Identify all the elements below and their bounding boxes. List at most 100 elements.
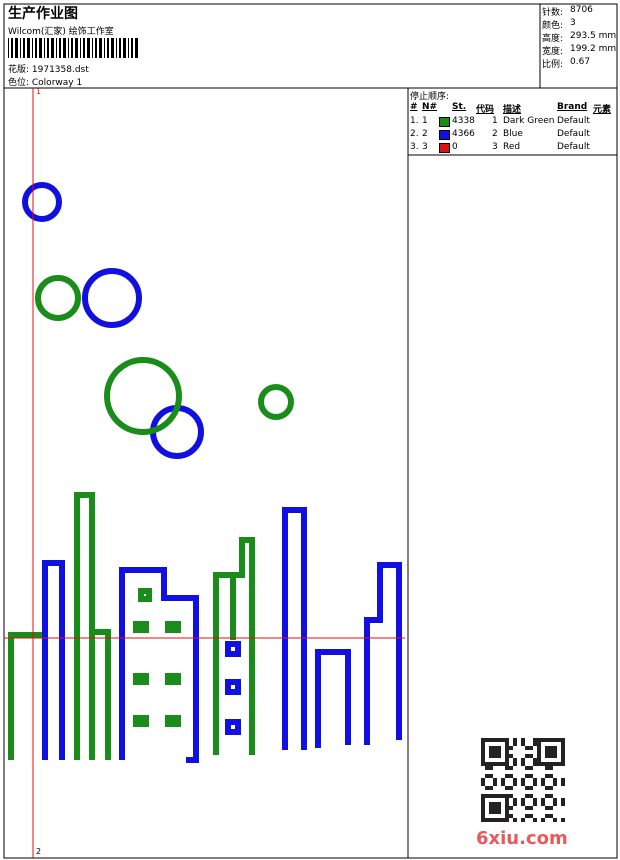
qr-cell: [481, 746, 485, 750]
qr-cell: [513, 798, 517, 802]
qr-cell: [533, 782, 537, 786]
text: 颜色:: [542, 21, 564, 31]
bar: [8, 38, 9, 58]
qr-cell: [481, 762, 485, 766]
qr-cell: [521, 758, 525, 762]
design: 花版: 1971358.dst: [8, 65, 89, 75]
qr-cell: [505, 758, 509, 762]
bar: [95, 38, 97, 58]
qr-cell: [481, 810, 485, 814]
qr-cell: [489, 794, 493, 798]
color-swatch: [439, 117, 450, 127]
qr-cell: [553, 782, 557, 786]
qr-cell: [509, 806, 513, 810]
qr-cell: [493, 738, 497, 742]
embroidery: [8, 182, 402, 763]
qr-cell: [493, 794, 497, 798]
qr-cell: [485, 762, 489, 766]
bar: [15, 38, 18, 58]
qr-cell: [489, 806, 493, 810]
bar: [80, 38, 81, 58]
qr-cell: [497, 818, 501, 822]
text: 2: [422, 129, 428, 139]
qr-cell: [505, 766, 509, 770]
qr-cell: [537, 738, 541, 742]
qr-cell: [529, 766, 533, 770]
barcode: [8, 38, 138, 58]
qr-cell: [481, 782, 485, 786]
qr-cell: [533, 762, 537, 766]
bar: [63, 38, 66, 58]
qr-cell: [561, 778, 565, 782]
qr-cell: [529, 794, 533, 798]
table-title: 停止顺序:: [410, 92, 450, 102]
qr-cell: [481, 802, 485, 806]
qr-cell: [513, 802, 517, 806]
bar: [59, 38, 61, 58]
qr-cell: [501, 762, 505, 766]
qr-cell: [497, 794, 501, 798]
qr-cell: [537, 758, 541, 762]
qr-cell: [541, 738, 545, 742]
qr-cell: [489, 762, 493, 766]
qr-cell: [481, 818, 485, 822]
qr-cell: [553, 802, 557, 806]
qr-cell: [481, 758, 485, 762]
bar: [107, 38, 109, 58]
qr-cell: [501, 794, 505, 798]
text: 3: [570, 18, 576, 28]
qr-cell: [537, 742, 541, 746]
qr-cell: [509, 746, 513, 750]
text: 2: [492, 129, 498, 139]
qr-cell: [537, 746, 541, 750]
bar: [23, 38, 25, 58]
qr-cell: [501, 778, 505, 782]
text: 2.: [410, 129, 419, 139]
qr-cell: [481, 794, 485, 798]
qr-cell: [485, 794, 489, 798]
bar: [32, 38, 33, 58]
qr-cell: [513, 778, 517, 782]
text: 宽度:: [542, 47, 564, 57]
text: 293.5 mm: [570, 31, 617, 41]
qr-cell: [545, 750, 549, 754]
bar: [35, 38, 37, 58]
bar: [68, 38, 69, 58]
qr-cell: [481, 742, 485, 746]
qr-cell: [549, 806, 553, 810]
bar: [39, 38, 42, 58]
text: 4338: [452, 116, 475, 126]
qr-cell: [505, 810, 509, 814]
qr-cell: [513, 758, 517, 762]
qr-cell: [525, 766, 529, 770]
bar: [27, 38, 30, 58]
qr-cell: [493, 778, 497, 782]
text: 0.67: [570, 57, 591, 67]
watermark: 6xiu.com: [476, 828, 568, 849]
color-swatch: [439, 130, 450, 140]
qr-cell: [493, 746, 497, 750]
qr-cell: [525, 774, 529, 778]
qr-cell: [489, 786, 493, 790]
qr-cell: [533, 778, 537, 782]
qr-cell: [553, 738, 557, 742]
qr-cell: [481, 798, 485, 802]
bar: [75, 38, 78, 58]
bar: [83, 38, 85, 58]
marker: 1: [36, 87, 42, 96]
qr-cell: [529, 814, 533, 818]
qr-cell: [505, 806, 509, 810]
qr-cell: [521, 778, 525, 782]
qr-cell: [489, 750, 493, 754]
text: Blue: [503, 129, 523, 139]
qr-cell: [549, 746, 553, 750]
qr-cell: [561, 750, 565, 754]
text: N#: [422, 102, 438, 112]
qr-cell: [521, 762, 525, 766]
qr-cell: [513, 742, 517, 746]
bar: [128, 38, 129, 58]
qr-cell: [541, 762, 545, 766]
qr-cell: [505, 750, 509, 754]
qr-cell: [545, 754, 549, 758]
